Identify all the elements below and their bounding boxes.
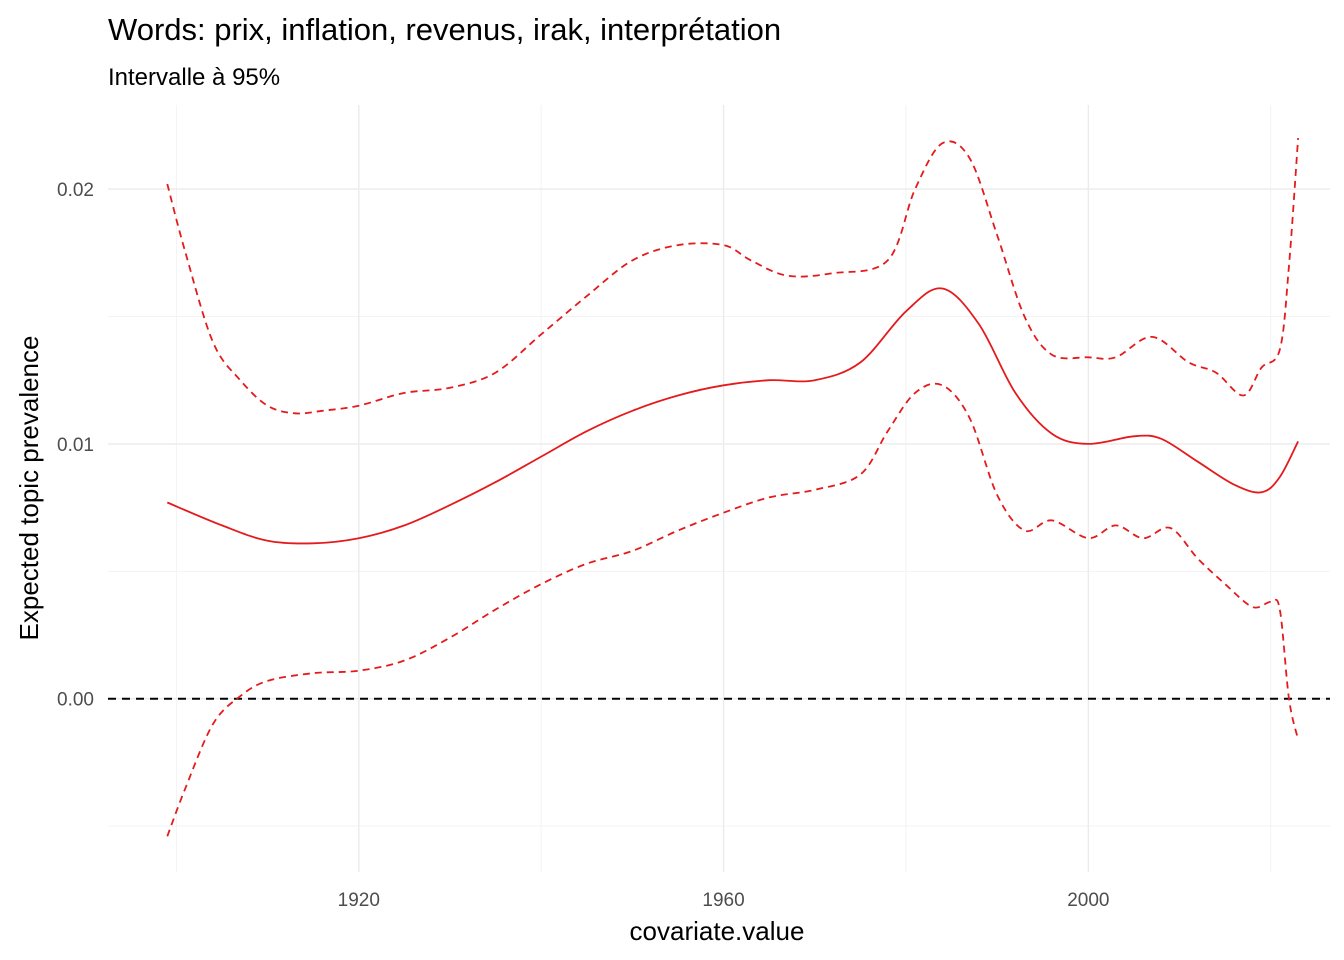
- series-layer: [166, 138, 1299, 837]
- grid: [108, 105, 1330, 872]
- x-tick-label: 2000: [1067, 890, 1109, 911]
- chart-title: Words: prix, inflation, revenus, irak, i…: [108, 12, 781, 47]
- x-axis-title: covariate.value: [630, 916, 805, 946]
- chart-subtitle: Intervalle à 95%: [108, 64, 280, 91]
- x-tick-label: 1960: [702, 890, 744, 911]
- y-axis-title: Expected topic prevalence: [14, 336, 44, 641]
- x-tick-label: 1920: [338, 890, 380, 911]
- x-axis-ticks: 1920 1960 2000: [338, 890, 1110, 911]
- y-axis-ticks: 0.00 0.01 0.02: [57, 180, 94, 711]
- y-tick-label: 0.02: [57, 180, 94, 201]
- y-tick-label: 0.01: [57, 435, 94, 456]
- series-line-lower-95: [166, 382, 1299, 837]
- y-tick-label: 0.00: [57, 690, 94, 711]
- series-line-upper-95: [166, 138, 1299, 415]
- series-line-estimate: [166, 287, 1299, 545]
